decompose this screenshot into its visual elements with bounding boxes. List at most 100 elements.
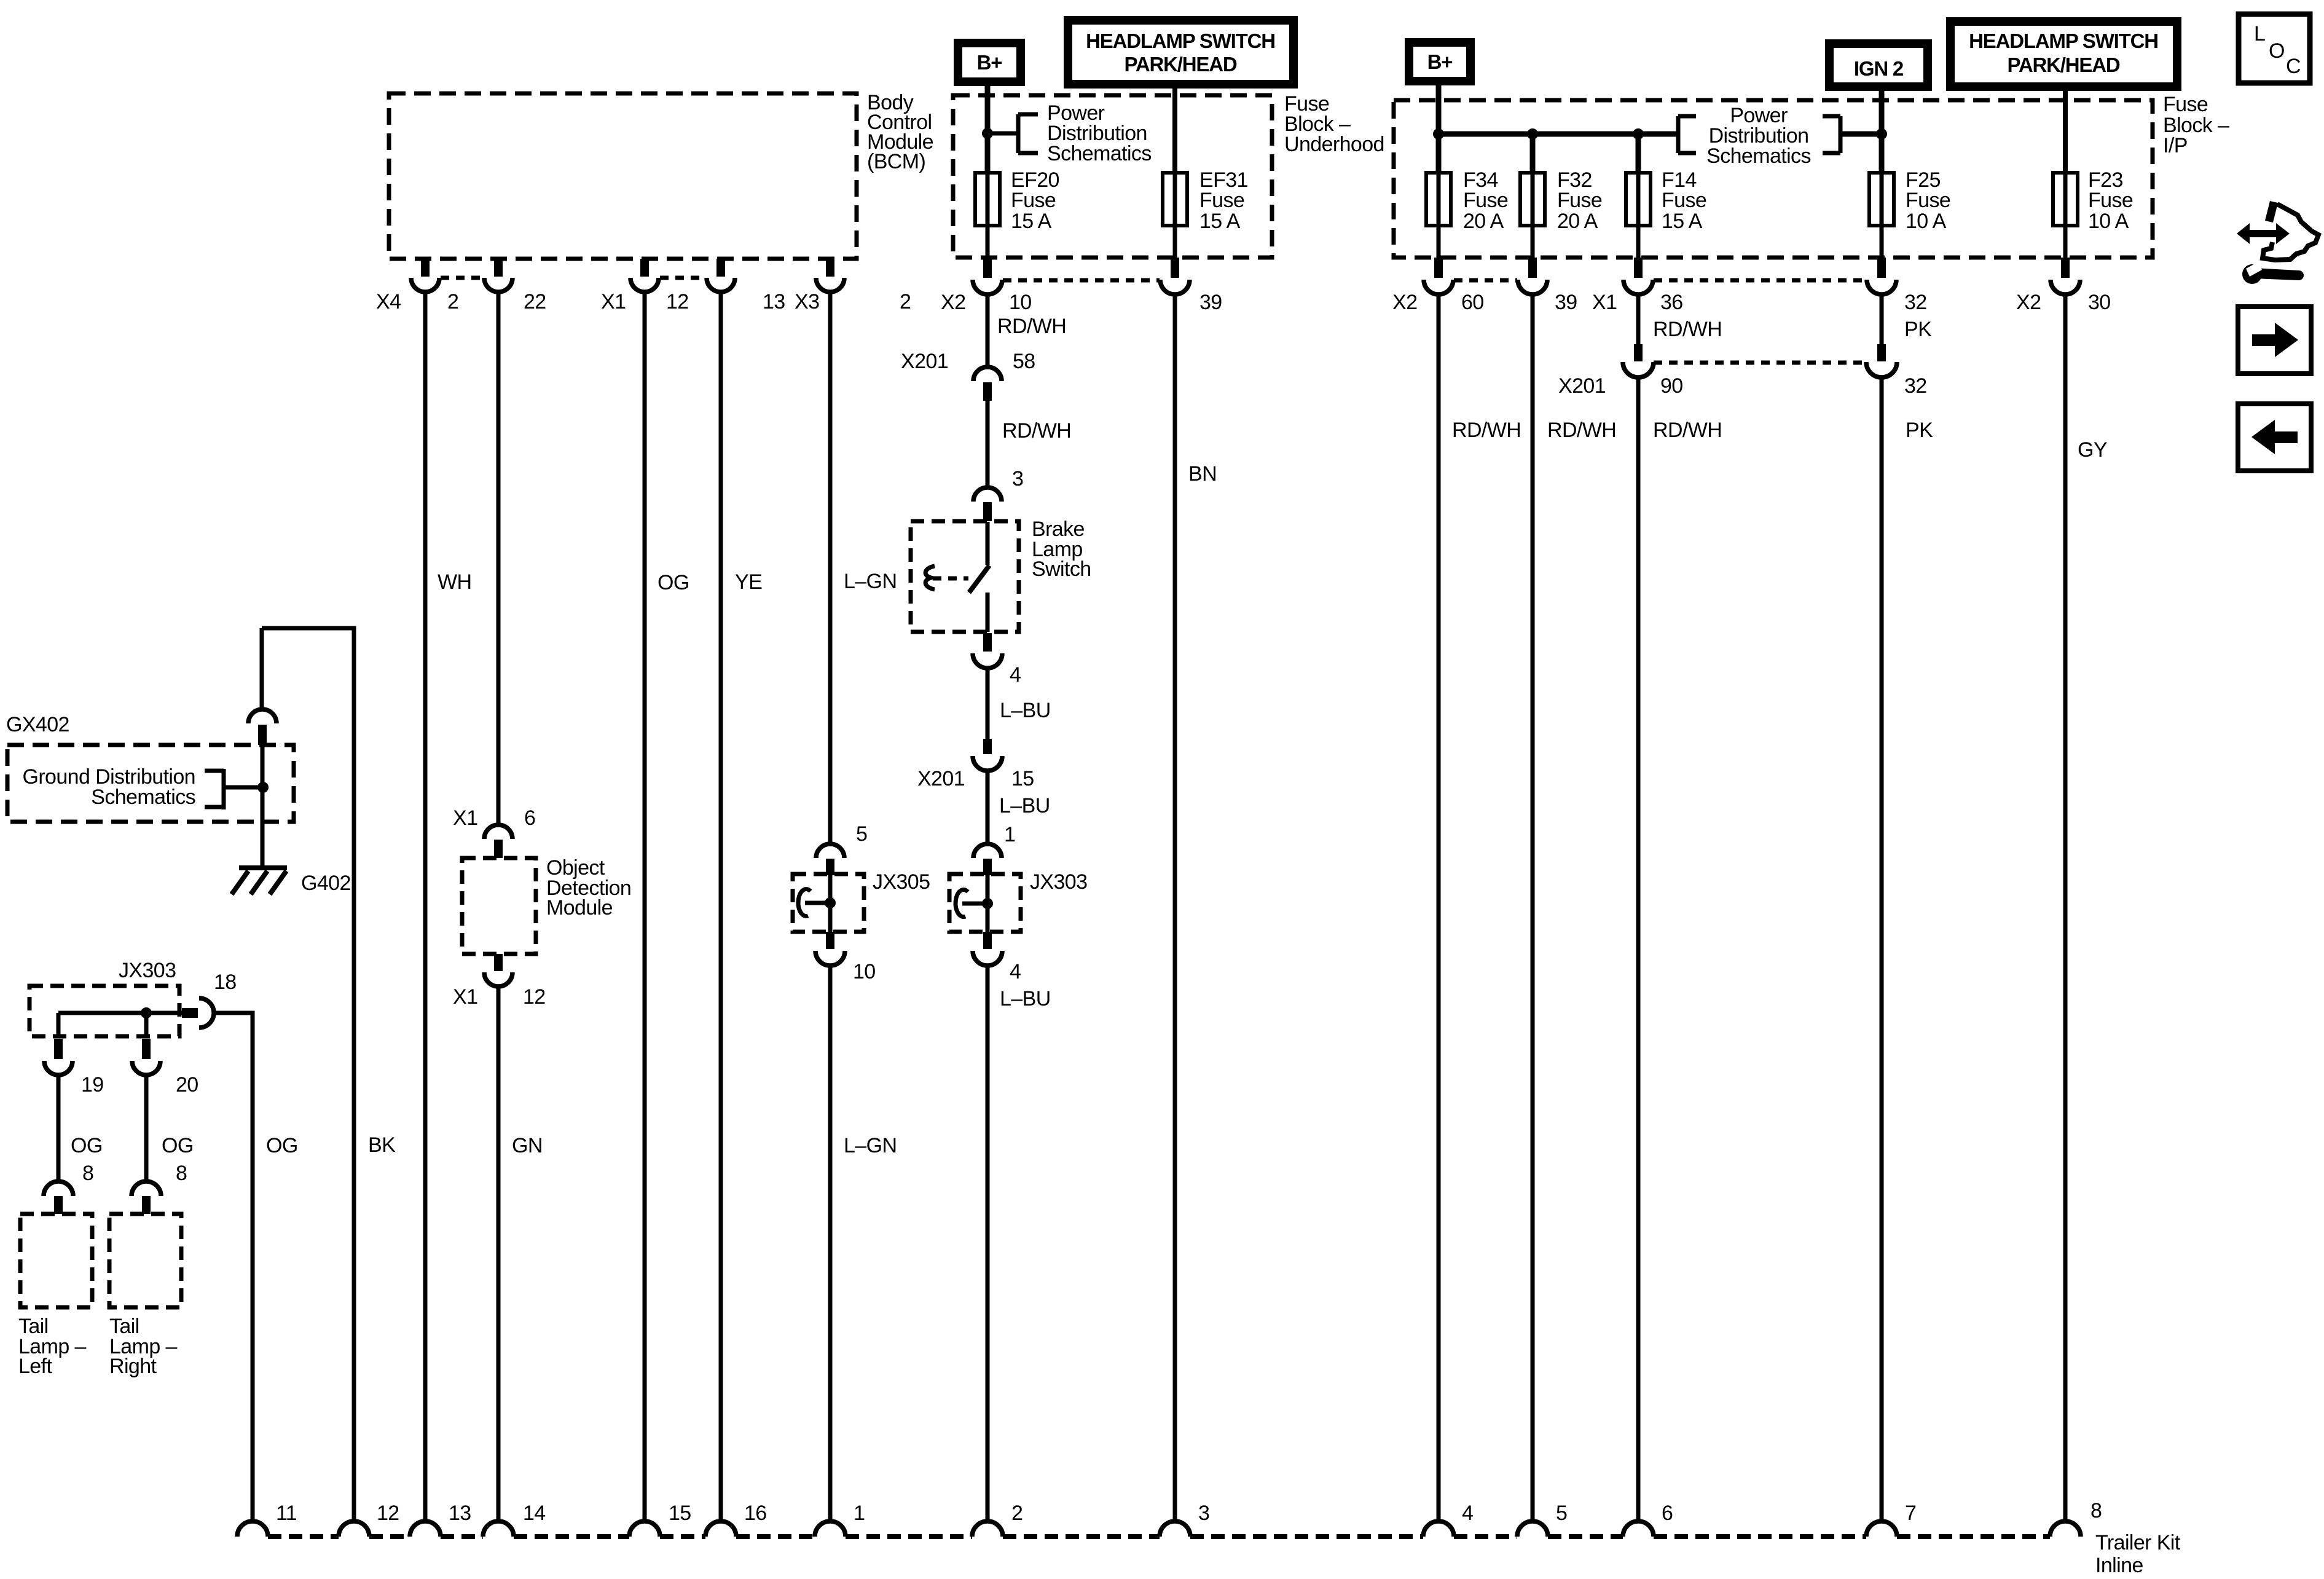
svg-text:18: 18 xyxy=(214,971,237,994)
svg-text:L–BU: L–BU xyxy=(1000,699,1051,722)
svg-text:OG: OG xyxy=(71,1134,103,1157)
svg-text:F32: F32 xyxy=(1557,168,1592,192)
svg-text:X1: X1 xyxy=(601,290,626,313)
svg-text:L–BU: L–BU xyxy=(999,794,1050,817)
svg-text:90: 90 xyxy=(1660,374,1683,398)
svg-text:32: 32 xyxy=(1904,291,1927,314)
svg-text:6: 6 xyxy=(1662,1502,1673,1525)
svg-text:30: 30 xyxy=(2088,291,2111,314)
svg-text:WH: WH xyxy=(438,570,471,594)
svg-text:Module: Module xyxy=(867,130,933,154)
svg-text:L–GN: L–GN xyxy=(844,1134,897,1157)
svg-text:8: 8 xyxy=(2090,1499,2102,1522)
svg-text:JX303: JX303 xyxy=(1030,870,1087,894)
svg-text:7: 7 xyxy=(1905,1502,1916,1525)
svg-text:F14: F14 xyxy=(1662,168,1697,192)
svg-text:15 A: 15 A xyxy=(1662,210,1703,233)
svg-text:Lamp –: Lamp – xyxy=(18,1335,86,1358)
svg-text:X3: X3 xyxy=(795,290,819,313)
svg-text:22: 22 xyxy=(524,290,546,313)
svg-text:Trailer Kit: Trailer Kit xyxy=(2095,1531,2181,1554)
svg-text:Distribution: Distribution xyxy=(1709,124,1809,148)
svg-text:19: 19 xyxy=(81,1073,104,1097)
svg-text:Schematics: Schematics xyxy=(1047,142,1152,165)
svg-text:PARK/HEAD: PARK/HEAD xyxy=(2008,53,2120,76)
svg-text:15 A: 15 A xyxy=(1199,210,1241,233)
svg-text:10 A: 10 A xyxy=(2088,210,2129,233)
svg-text:X201: X201 xyxy=(917,767,965,790)
svg-text:RD/WH: RD/WH xyxy=(1547,419,1616,442)
svg-text:RD/WH: RD/WH xyxy=(997,315,1066,338)
svg-text:OG: OG xyxy=(266,1134,298,1157)
svg-text:2: 2 xyxy=(900,290,911,313)
svg-text:HEADLAMP SWITCH: HEADLAMP SWITCH xyxy=(1086,30,1275,52)
svg-text:2: 2 xyxy=(447,290,458,313)
svg-text:RD/WH: RD/WH xyxy=(1653,419,1722,442)
svg-text:F25: F25 xyxy=(1906,168,1941,192)
svg-text:B+: B+ xyxy=(1427,50,1453,73)
svg-text:5: 5 xyxy=(856,822,867,846)
svg-text:(BCM): (BCM) xyxy=(867,150,925,173)
svg-text:Tail: Tail xyxy=(109,1315,139,1338)
svg-text:EF31: EF31 xyxy=(1199,168,1248,192)
svg-text:O: O xyxy=(2269,39,2285,63)
svg-text:58: 58 xyxy=(1013,350,1035,373)
svg-text:20: 20 xyxy=(176,1073,198,1097)
svg-text:Control: Control xyxy=(867,111,932,134)
svg-text:X1: X1 xyxy=(453,806,477,830)
svg-text:RD/WH: RD/WH xyxy=(1452,419,1521,442)
svg-text:X2: X2 xyxy=(941,291,965,314)
svg-text:Schematics: Schematics xyxy=(1706,144,1811,168)
svg-text:X2: X2 xyxy=(2016,291,2041,314)
svg-text:PK: PK xyxy=(1906,419,1933,442)
svg-text:14: 14 xyxy=(523,1502,546,1525)
svg-text:1: 1 xyxy=(1004,823,1015,846)
svg-text:8: 8 xyxy=(176,1162,187,1185)
svg-text:Schematics: Schematics xyxy=(91,786,195,809)
svg-text:B+: B+ xyxy=(977,51,1002,74)
svg-text:Power: Power xyxy=(1730,104,1788,127)
svg-text:Fuse: Fuse xyxy=(2088,189,2133,212)
svg-text:Fuse: Fuse xyxy=(1463,189,1508,212)
svg-text:3: 3 xyxy=(1012,467,1023,490)
svg-text:JX305: JX305 xyxy=(873,870,930,894)
svg-text:4: 4 xyxy=(1462,1502,1473,1525)
svg-text:RD/WH: RD/WH xyxy=(1653,318,1722,341)
svg-text:Fuse: Fuse xyxy=(1906,189,1950,212)
svg-text:Block –: Block – xyxy=(2163,114,2229,137)
svg-text:F23: F23 xyxy=(2088,168,2123,192)
svg-text:F34: F34 xyxy=(1463,168,1498,192)
svg-text:RD/WH: RD/WH xyxy=(1002,419,1071,443)
svg-text:Body: Body xyxy=(867,91,914,114)
svg-text:GN: GN xyxy=(512,1134,543,1157)
svg-text:PARK/HEAD: PARK/HEAD xyxy=(1125,53,1237,76)
svg-text:BK: BK xyxy=(368,1133,396,1157)
svg-text:Tail: Tail xyxy=(18,1315,49,1338)
svg-text:IGN 2: IGN 2 xyxy=(1854,57,1904,80)
svg-text:32: 32 xyxy=(1904,374,1927,398)
svg-text:4: 4 xyxy=(1010,960,1021,983)
svg-text:Ground Distribution: Ground Distribution xyxy=(22,765,195,789)
svg-text:L: L xyxy=(2254,22,2265,45)
svg-text:12: 12 xyxy=(666,290,689,313)
svg-text:OG: OG xyxy=(162,1134,194,1157)
svg-text:HEADLAMP SWITCH: HEADLAMP SWITCH xyxy=(1969,30,2158,52)
svg-text:Detection: Detection xyxy=(546,876,631,900)
svg-text:JX303: JX303 xyxy=(119,959,176,982)
svg-text:GY: GY xyxy=(2078,438,2107,462)
svg-text:10 A: 10 A xyxy=(1906,210,1947,233)
svg-text:5: 5 xyxy=(1556,1502,1567,1525)
svg-text:Module: Module xyxy=(546,896,613,919)
svg-text:Object: Object xyxy=(546,856,605,880)
svg-text:13: 13 xyxy=(763,290,785,313)
svg-text:GX402: GX402 xyxy=(6,713,69,736)
svg-text:L–GN: L–GN xyxy=(844,570,897,593)
svg-text:X4: X4 xyxy=(376,290,401,313)
svg-text:11: 11 xyxy=(276,1502,297,1525)
svg-text:16: 16 xyxy=(744,1502,767,1525)
svg-text:15: 15 xyxy=(669,1502,691,1525)
svg-text:20 A: 20 A xyxy=(1463,210,1504,233)
svg-text:BN: BN xyxy=(1188,462,1217,486)
svg-text:Underhood: Underhood xyxy=(1284,133,1384,156)
svg-text:Distribution: Distribution xyxy=(1047,122,1147,145)
